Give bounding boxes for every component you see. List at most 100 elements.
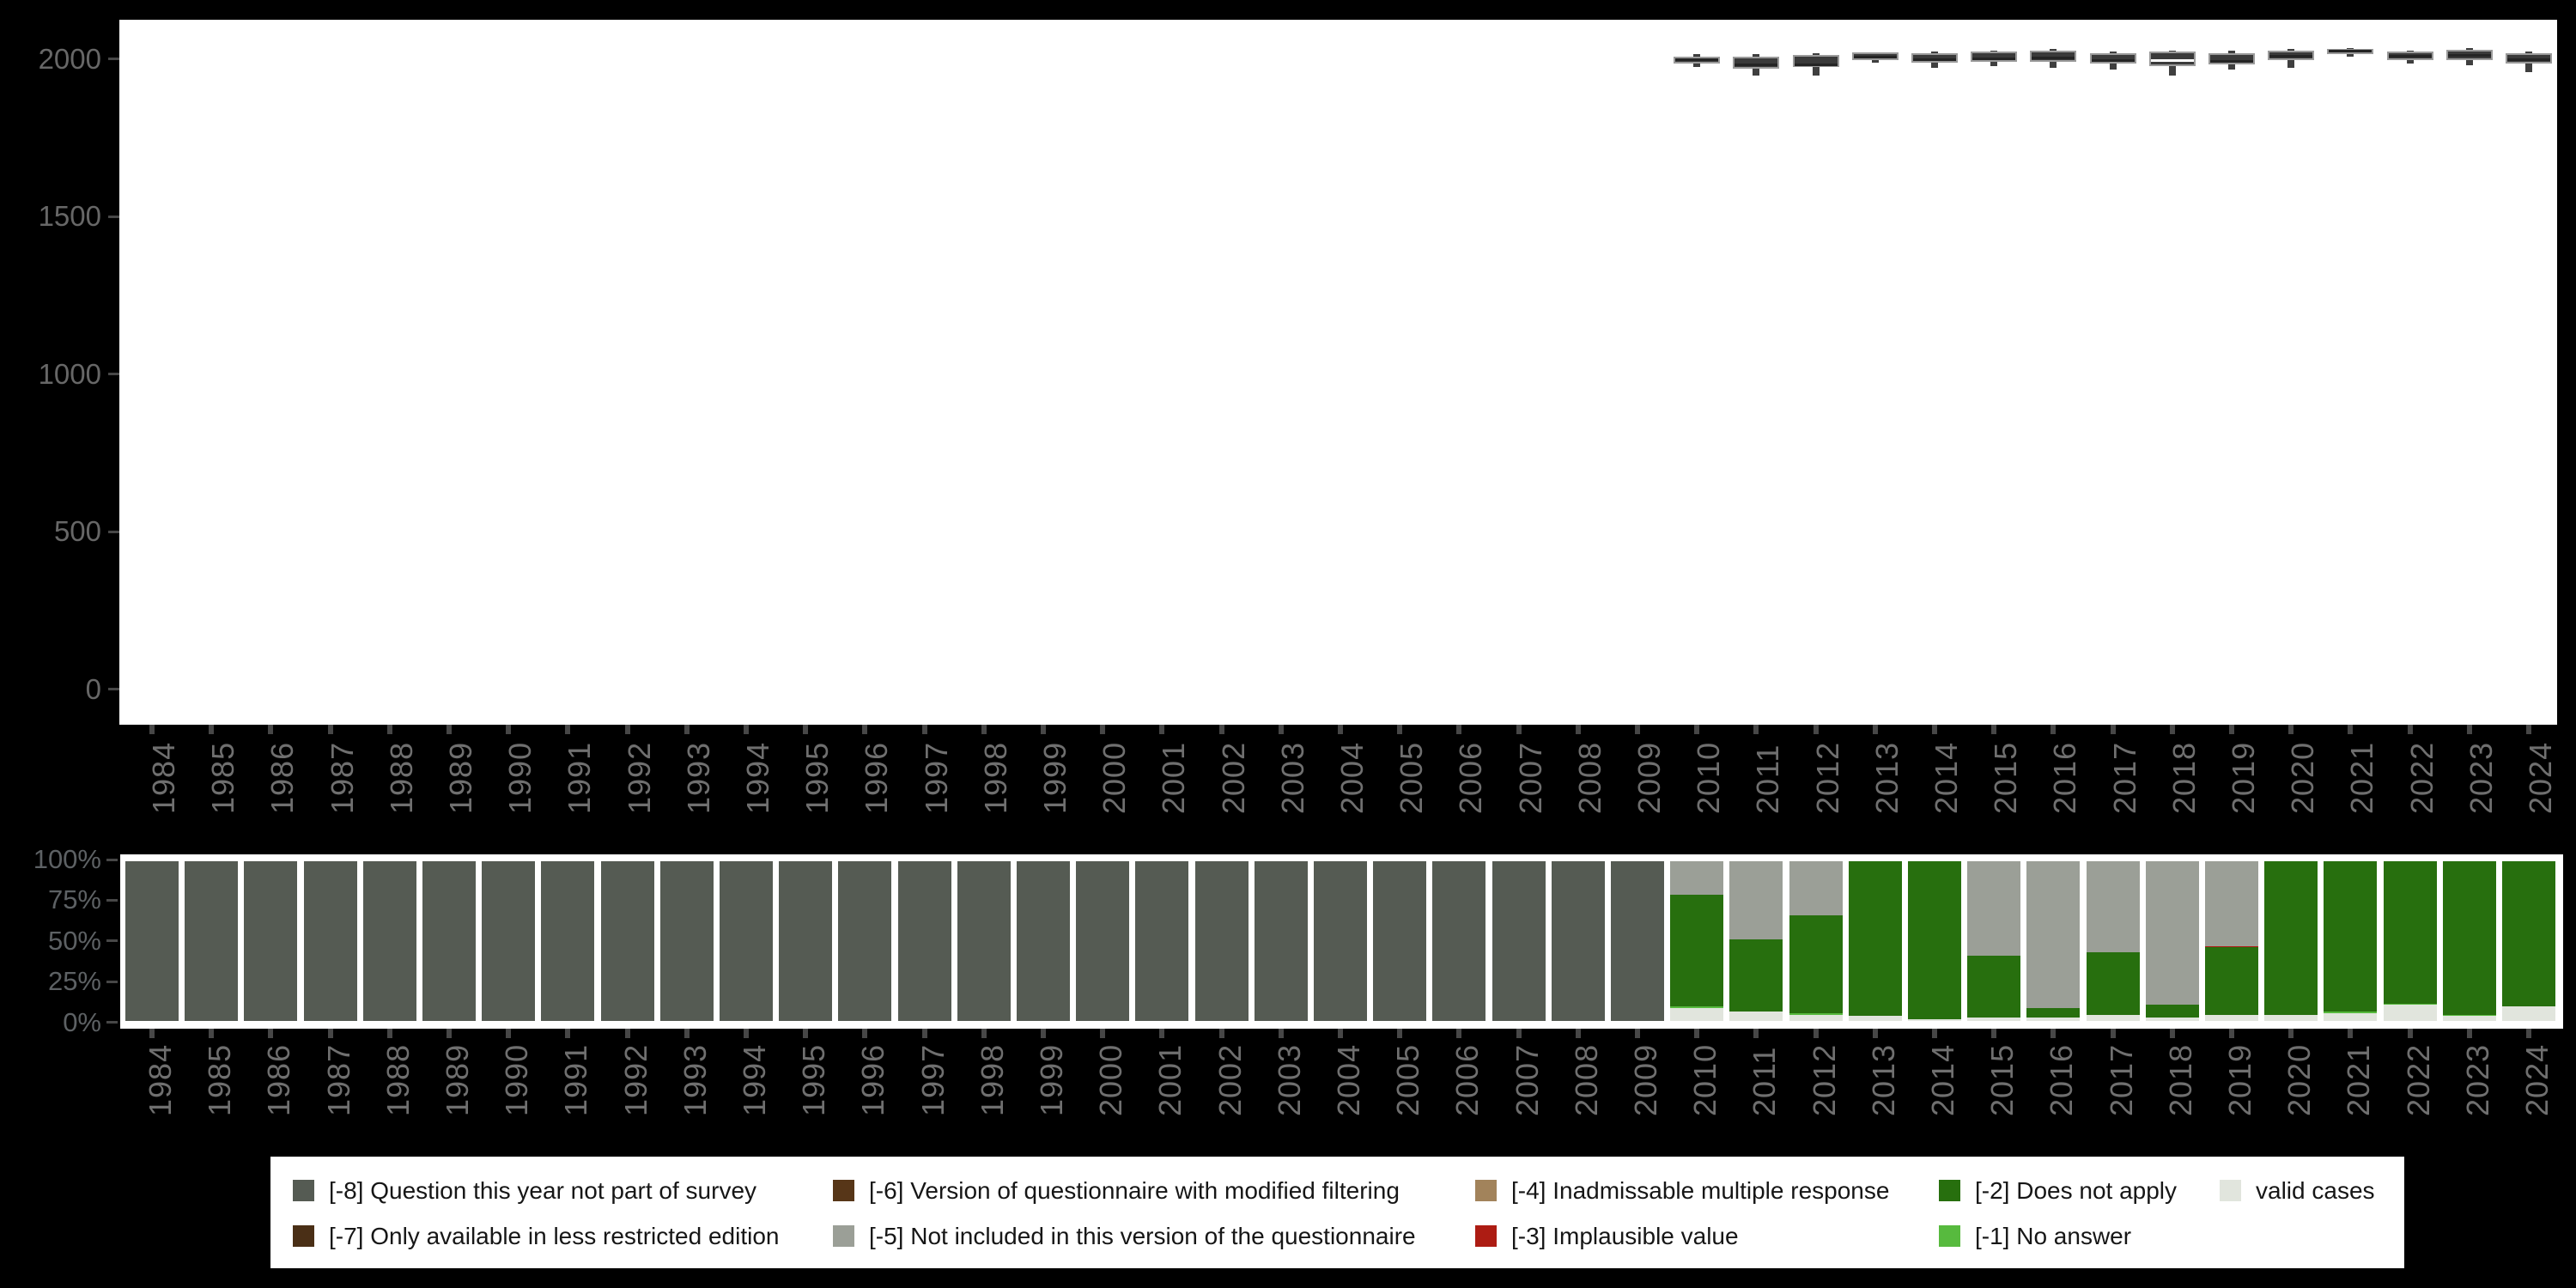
x-tick-mark: [506, 1029, 512, 1038]
x-tick-mark: [1397, 725, 1403, 734]
x-tick-mark: [1575, 1029, 1581, 1038]
bar-segment--8: [482, 861, 536, 1021]
x-tick-label: 2004: [1331, 1043, 1366, 1116]
x-tick-label: 2015: [1988, 741, 2024, 814]
x-tick-label: 1988: [380, 1043, 416, 1116]
y-tick-label: 50%: [47, 925, 101, 956]
x-tick-mark: [447, 1029, 452, 1038]
x-tick-label: 1993: [680, 741, 716, 814]
x-tick-label: 2018: [2162, 1043, 2198, 1116]
y-tick-mark: [108, 58, 119, 60]
x-tick-label: 1991: [558, 1043, 594, 1116]
bar-segment--2: [2383, 861, 2437, 1004]
legend-swatch-valid: [2220, 1180, 2241, 1201]
bar-segment--8: [1611, 861, 1664, 1021]
x-tick-label: 2014: [1925, 1043, 1960, 1116]
x-tick-label: 1997: [918, 741, 954, 814]
x-tick-label: 1993: [677, 1043, 713, 1116]
bar-segment-valid: [2264, 1014, 2318, 1021]
x-tick-label: 2010: [1687, 1043, 1723, 1116]
x-tick-label: 1996: [859, 741, 895, 814]
x-tick-mark: [2348, 725, 2354, 734]
x-tick-mark: [1159, 1029, 1165, 1038]
x-tick-label: 2002: [1212, 1043, 1248, 1116]
whisker-lower: [2168, 65, 2176, 76]
x-tick-label: 1988: [383, 741, 419, 814]
y-tick-mark: [106, 858, 118, 861]
whisker-upper: [2525, 52, 2532, 54]
bar-segment--8: [838, 861, 892, 1021]
bar-segment--2: [2145, 1005, 2199, 1018]
y-tick-label: 0: [85, 672, 101, 705]
bar-segment--2: [1848, 861, 1902, 1017]
x-tick-label: 2012: [1806, 1043, 1842, 1116]
bar-segment--8: [1254, 861, 1308, 1021]
x-tick-mark: [1813, 725, 1819, 734]
whisker-upper: [1931, 52, 1938, 54]
x-tick-label: 2024: [2523, 741, 2558, 814]
x-tick-mark: [803, 725, 809, 734]
x-tick-label: 2001: [1156, 741, 1192, 814]
x-tick-label: 1990: [499, 1043, 535, 1116]
x-tick-mark: [2288, 725, 2294, 734]
x-tick-label: 2020: [2281, 1043, 2318, 1116]
y-tick-mark: [108, 215, 119, 218]
median-line: [2329, 50, 2372, 53]
bar-segment--1: [2324, 1011, 2378, 1013]
bar-segment--2: [2502, 861, 2555, 1007]
x-tick-mark: [1397, 1029, 1403, 1038]
whisker-lower: [1753, 68, 1760, 76]
x-tick-label: 2000: [1093, 1043, 1129, 1116]
bar-segment--8: [720, 861, 773, 1021]
x-tick-mark: [565, 725, 571, 734]
legend-label--5: [-5] Not included in this version of the…: [869, 1223, 1416, 1249]
y-tick-mark: [108, 373, 119, 375]
bar-segment--5: [1729, 861, 1783, 940]
bar-segment--2: [1908, 861, 1961, 1020]
bar-segment-valid: [1670, 1008, 1724, 1021]
x-tick-mark: [921, 725, 927, 734]
bar-segment-valid: [1908, 1019, 1961, 1021]
x-tick-label: 2008: [1571, 741, 1607, 814]
legend-swatch--2: [1939, 1180, 1960, 1201]
bar-segment--1: [2383, 1003, 2437, 1005]
x-tick-mark: [2407, 1029, 2413, 1038]
y-tick-label: 500: [53, 515, 101, 547]
bar-segment--8: [957, 861, 1011, 1021]
x-tick-mark: [386, 725, 392, 734]
bar-segment-valid: [2026, 1018, 2081, 1021]
x-tick-mark: [1813, 1029, 1819, 1038]
bar-segment-valid: [2205, 1014, 2258, 1021]
x-tick-mark: [1694, 725, 1700, 734]
x-tick-label: 2021: [2344, 741, 2380, 814]
x-tick-label: 2003: [1274, 741, 1310, 814]
x-tick-mark: [683, 725, 690, 734]
whisker-lower: [2406, 59, 2414, 64]
x-tick-label: 2009: [1628, 1043, 1663, 1116]
bar-segment-valid: [2145, 1018, 2199, 1021]
x-tick-mark: [327, 725, 333, 734]
bar-segment--8: [1373, 861, 1427, 1021]
whisker-upper: [2347, 47, 2354, 49]
bar-segment--5: [2086, 861, 2140, 953]
x-tick-mark: [2169, 725, 2175, 734]
bar-segment--8: [125, 861, 179, 1021]
bar-segment-valid: [2086, 1014, 2140, 1021]
y-tick-mark: [106, 980, 118, 983]
bar-segment-valid: [1967, 1018, 2021, 1021]
x-tick-mark: [1753, 1029, 1759, 1038]
x-tick-mark: [327, 1029, 333, 1038]
x-tick-mark: [1456, 725, 1462, 734]
x-tick-mark: [209, 725, 215, 734]
whisker-upper: [1753, 54, 1760, 57]
whisker-lower: [1693, 64, 1701, 67]
x-tick-mark: [1338, 1029, 1343, 1038]
bar-segment--1: [2442, 1014, 2496, 1017]
box-iqr: [2148, 52, 2196, 66]
bar-segment--2: [2442, 861, 2496, 1015]
bar-segment--2: [2026, 1008, 2081, 1018]
y-tick-label: 1500: [38, 200, 101, 232]
x-tick-mark: [149, 725, 155, 734]
bar-segment-valid: [1789, 1014, 1843, 1021]
bar-segment--8: [362, 861, 416, 1021]
